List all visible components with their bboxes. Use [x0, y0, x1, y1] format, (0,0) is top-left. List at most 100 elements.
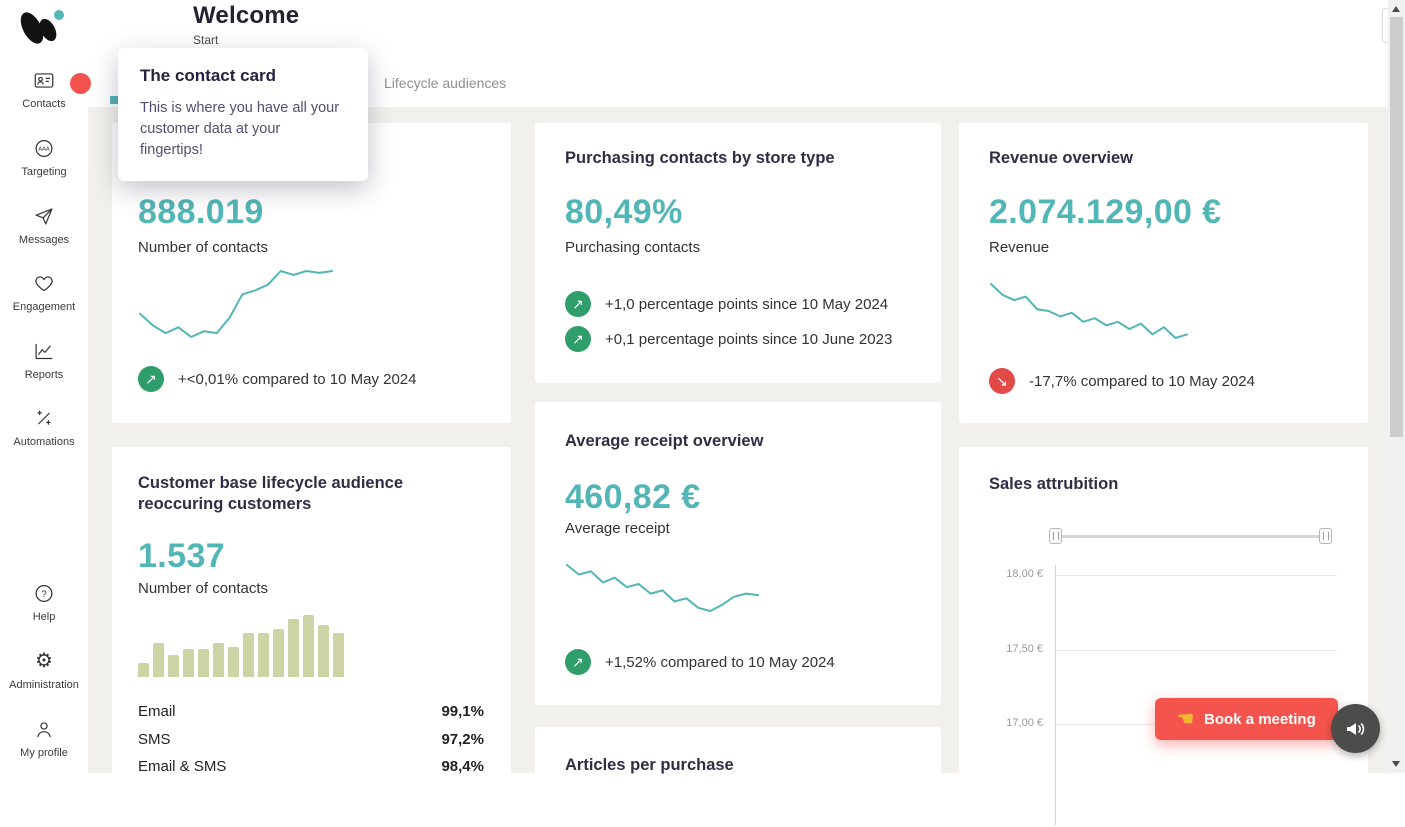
scroll-up-arrow[interactable] [1392, 6, 1400, 12]
slider-handle-right[interactable] [1319, 528, 1332, 544]
channel-value: 98,4% [441, 758, 484, 775]
trend-down-icon: ↘ [989, 368, 1015, 394]
card-title: Customer base lifecycle audience reoccur… [138, 474, 404, 514]
card-title: Revenue overview [989, 149, 1133, 167]
card-title: Articles per purchase [565, 756, 734, 774]
sidebar-item-label: My profile [20, 747, 68, 759]
sidebar-item-label: Contacts [22, 98, 66, 110]
card-sales-attribution: Sales attrubition 18,00 € 17,50 € 17,00 … [959, 447, 1368, 827]
trend-row: ↗ +0,1 percentage points since 10 June 2… [565, 326, 925, 352]
line-chart-icon [35, 343, 53, 360]
trend-text: +<0,01% compared to 10 May 2024 [178, 370, 417, 388]
metric-value: 2.074.129,00 € [989, 193, 1222, 231]
slider-handle-left[interactable] [1049, 528, 1062, 544]
scrollbar-thumb[interactable] [1390, 17, 1403, 437]
receipt-sparkline [565, 562, 760, 614]
scroll-down-arrow[interactable] [1392, 761, 1400, 767]
sidebar-item-label: Engagement [12, 301, 76, 313]
y-axis-tick: 18,00 € [1006, 568, 1043, 580]
trend-text: +0,1 percentage points since 10 June 202… [605, 330, 893, 348]
pointing-left-icon: ☚ [1177, 708, 1195, 730]
sidebar-item-help[interactable]: ? Help [0, 583, 88, 623]
tooltip-body: This is where you have all your customer… [140, 100, 340, 159]
svg-text:AAA: AAA [38, 147, 50, 153]
sidebar-item-administration[interactable]: ⚙ Administration [0, 651, 88, 692]
tab-lifecycle-audiences[interactable]: Lifecycle audiences [384, 75, 507, 91]
trend-text: -17,7% compared to 10 May 2024 [1029, 372, 1255, 390]
book-a-meeting-label: Book a meeting [1204, 710, 1316, 728]
person-icon [37, 722, 51, 738]
sidebar-item-label: Messages [18, 234, 70, 246]
y-axis-tick: 17,00 € [1006, 717, 1043, 729]
gridline [1055, 575, 1337, 576]
sidebar-item-my-profile[interactable]: My profile [0, 719, 88, 759]
megaphone-icon [1346, 722, 1364, 735]
trend-up-icon: ↗ [138, 366, 164, 392]
metric-label: Number of contacts [138, 580, 269, 597]
card-lifecycle-audience: Customer base lifecycle audience reoccur… [112, 447, 511, 827]
announcements-button[interactable] [1331, 704, 1380, 753]
trend-up-icon: ↗ [565, 326, 591, 352]
metric-value: 460,82 € [565, 478, 701, 516]
channel-label: SMS [138, 731, 171, 748]
channel-row: SMS 97,2% [138, 731, 484, 748]
sidebar-item-engagement[interactable]: Engagement [0, 273, 88, 313]
y-axis-line [1055, 565, 1056, 825]
metric-value: 888.019 [138, 193, 264, 231]
sidebar: Contacts AAA Targeting Messages Engageme… [0, 0, 88, 773]
target-circle-icon: AAA [35, 140, 53, 157]
sidebar-item-messages[interactable]: Messages [0, 206, 88, 246]
gridline [1055, 650, 1337, 651]
channel-value: 99,1% [441, 703, 484, 720]
metric-label: Purchasing contacts [565, 239, 701, 256]
logo-shape [20, 10, 64, 44]
trend-text: +1,52% compared to 10 May 2024 [605, 653, 835, 671]
card-title: Sales attrubition [989, 475, 1119, 493]
trend-up-icon: ↗ [565, 649, 591, 675]
metric-value: 1.537 [138, 537, 226, 575]
sparkle-wand-icon [37, 410, 51, 425]
card-purchasing-contacts: Purchasing contacts by store type 80,49%… [535, 123, 941, 383]
sidebar-item-label: Help [32, 611, 56, 623]
page-subtitle: Start [193, 33, 219, 47]
sidebar-item-label: Targeting [21, 166, 67, 178]
card-revenue-overview: Revenue overview 2.074.129,00 € Revenue … [959, 123, 1368, 423]
channel-label: Email [138, 703, 176, 720]
paper-plane-icon [35, 208, 53, 225]
metric-label: Revenue [989, 239, 1050, 256]
metric-value: 80,49% [565, 193, 683, 231]
page-title: Welcome [193, 2, 300, 29]
trend-text: +1,0 percentage points since 10 May 2024 [605, 295, 889, 313]
active-tab-indicator [110, 96, 120, 104]
contact-card-icon [34, 73, 54, 88]
contacts-sparkline [138, 268, 334, 340]
lifecycle-bar-chart [138, 605, 344, 677]
svg-text:?: ? [41, 589, 46, 600]
sidebar-item-contacts[interactable]: Contacts [0, 70, 88, 110]
tooltip-title: The contact card [140, 66, 277, 85]
onboarding-tooltip: The contact card This is where you have … [118, 48, 368, 182]
voyado-logo[interactable] [14, 2, 70, 50]
sidebar-item-label: Automations [13, 436, 75, 448]
sidebar-item-targeting[interactable]: AAA Targeting [0, 138, 88, 178]
trend-row: ↗ +1,0 percentage points since 10 May 20… [565, 291, 925, 317]
vertical-scrollbar [1388, 0, 1405, 773]
heart-icon [35, 276, 53, 292]
sidebar-item-automations[interactable]: Automations [0, 408, 88, 448]
onboarding-hotspot-dot[interactable] [70, 73, 91, 94]
book-a-meeting-button[interactable]: ☚ Book a meeting [1155, 698, 1338, 740]
question-circle-icon: ? [35, 585, 53, 602]
metric-label: Average receipt [565, 520, 670, 537]
metric-label: Number of contacts [138, 239, 269, 256]
revenue-sparkline [989, 281, 1189, 341]
channel-label: Email & SMS [138, 758, 227, 775]
y-axis-tick: 17,50 € [1006, 643, 1043, 655]
card-average-receipt: Average receipt overview 460,82 € Averag… [535, 402, 941, 705]
sidebar-item-label: Reports [24, 369, 64, 381]
card-title: Average receipt overview [565, 432, 764, 450]
sidebar-item-reports[interactable]: Reports [0, 341, 88, 381]
trend-up-icon: ↗ [565, 291, 591, 317]
slider-track[interactable] [1055, 535, 1325, 538]
sidebar-item-label: Administration [9, 679, 79, 691]
card-title: Purchasing contacts by store type [565, 149, 835, 167]
